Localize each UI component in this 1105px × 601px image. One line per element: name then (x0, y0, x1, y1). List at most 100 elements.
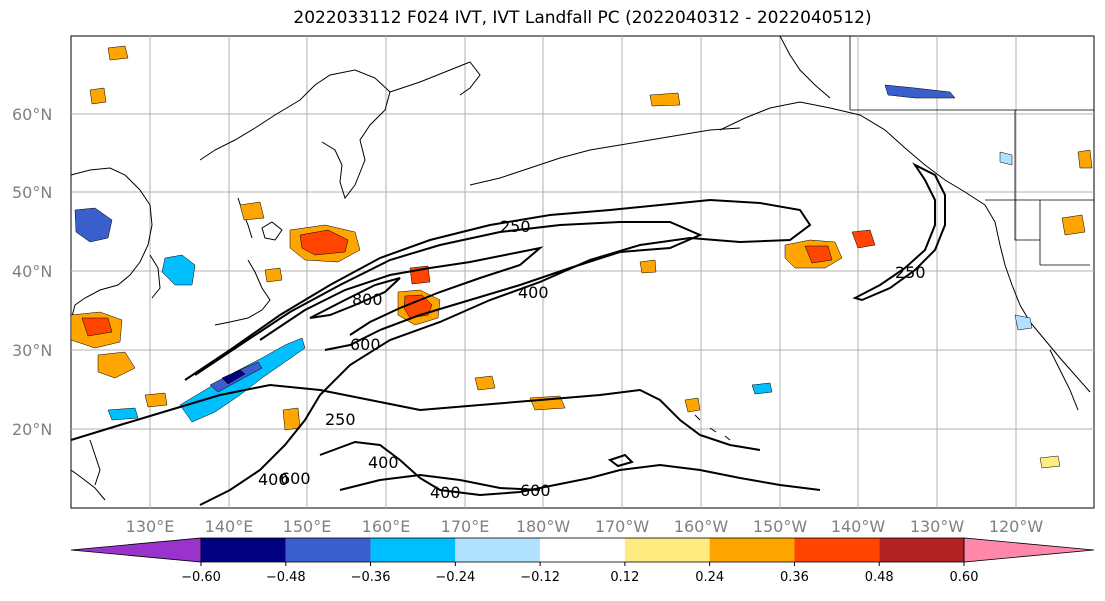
contour-label-600-b: 600 (280, 469, 311, 488)
colorbar-swatch (624, 538, 710, 562)
lon-label-170w: 170°W (595, 517, 650, 536)
pc-negative-coast-2 (999, 151, 1013, 166)
colorbar-swatch (370, 538, 456, 562)
contour-400-main (194, 221, 703, 376)
pc-positive-hawaii (684, 397, 701, 413)
coast-alaska-north (779, 35, 831, 99)
pc-positive-coast-1 (1061, 214, 1086, 236)
pc-positive-north-1 (649, 92, 681, 107)
lon-label-130e: 130°E (126, 517, 175, 536)
lon-label-130w: 130°W (910, 517, 965, 536)
colorbar-tick-label: 0.36 (780, 570, 809, 585)
lon-label-150e: 150°E (283, 517, 332, 536)
pc-positive-small-1 (107, 45, 129, 61)
pc-positive-coast-3 (1039, 455, 1061, 469)
colorbar-swatch (879, 538, 964, 562)
pc-negative-coast-1 (1014, 314, 1033, 331)
pc-negative-korea (161, 254, 196, 286)
contour-label-400-d: 400 (258, 470, 289, 489)
coast-russia-east (199, 69, 391, 200)
lon-label-150w: 150°W (753, 517, 808, 536)
contour-label-400-c: 400 (430, 483, 461, 502)
coast-philippines (70, 469, 106, 501)
pc-positive-east-pacific-2 (851, 229, 876, 249)
pc-negative-canada (884, 84, 956, 99)
contour-label-250-a: 250 (500, 217, 531, 236)
coast-korea (149, 254, 161, 299)
colorbar-extend-low (70, 537, 202, 563)
contour-600-south (339, 473, 541, 491)
colorbar-border (200, 537, 965, 563)
contour-label-250-c: 250 (895, 263, 926, 282)
pc-positive-north-2 (239, 201, 265, 221)
contour-label-400-b: 400 (368, 453, 399, 472)
pc-positive-south-3 (282, 407, 301, 431)
hawaii-islands (694, 414, 731, 441)
pc-positive-south-2 (474, 375, 496, 391)
contour-400-south (319, 440, 821, 497)
coast-japan-honshu (214, 259, 271, 326)
lon-label-160w: 160°W (674, 517, 729, 536)
lon-label-160e: 160°E (362, 517, 411, 536)
lon-label-170e: 170°E (441, 517, 490, 536)
coast-baja (1049, 349, 1079, 411)
contour-small-loop (607, 453, 634, 468)
lat-label-60n: 60°N (12, 105, 52, 124)
lon-label-120w: 120°W (989, 517, 1044, 536)
coast-na-west (984, 204, 1091, 393)
pc-positive-small-3 (264, 267, 283, 283)
colorbar: −0.60 −0.48 −0.36 −0.24 −0.12 0.12 0.24 0.36 0.4… (70, 537, 1095, 585)
contour-250-south (70, 383, 761, 451)
coastlines (70, 35, 1091, 501)
colorbar-tick-label: 0.12 (610, 570, 639, 585)
colorbar-swatch (709, 538, 795, 562)
colorbar-tick-label: −0.48 (266, 570, 306, 585)
contour-label-250-b: 250 (325, 410, 356, 429)
contour-250-main (184, 198, 812, 506)
lat-label-40n: 40°N (12, 262, 52, 281)
coast-chukotka (389, 61, 481, 96)
pc-positive-japan-east-core (299, 229, 349, 256)
colorbar-tick-label: −0.36 (351, 570, 391, 585)
contour-label-600-c: 600 (520, 481, 551, 500)
pc-positive-small-2 (89, 87, 107, 105)
coast-taiwan (89, 439, 101, 486)
pc-positive-west-1-core (81, 317, 113, 337)
colorbar-tick-label: 0.48 (865, 570, 894, 585)
lon-label-140w: 140°W (831, 517, 886, 536)
pc-negative-band-min (221, 369, 246, 385)
pc-positive-central-core (403, 294, 433, 319)
colorbar-swatch (540, 538, 625, 562)
lat-axis: 60°N 50°N 40°N 30°N 20°N (12, 105, 52, 439)
pc-positive-small-4 (639, 259, 657, 274)
lat-label-30n: 30°N (12, 341, 52, 360)
colorbar-swatch (455, 538, 541, 562)
map-frame (70, 35, 1095, 509)
contour-label-600-a: 600 (350, 335, 381, 354)
contour-600-main (259, 246, 544, 341)
contour-250-ak (852, 162, 946, 302)
colorbar-tick-label: −0.60 (181, 570, 221, 585)
lon-label-180w: 180°W (516, 517, 571, 536)
pc-positive-west-2 (97, 351, 136, 379)
coast-asia-mainland (70, 167, 153, 321)
colorbar-tick-label: 0.60 (950, 570, 979, 585)
colorbar-tick-label: −0.24 (435, 570, 475, 585)
border-canada-prov (850, 109, 1094, 200)
pc-positive-coast-2 (1077, 149, 1093, 169)
pc-positive-small-5 (144, 392, 168, 408)
colorbar-swatch (201, 538, 286, 562)
pc-negative-pacific-1 (751, 382, 773, 395)
ivt-pc-shading (70, 45, 1093, 469)
ivt-contours (70, 162, 946, 506)
border-states-2 (1014, 200, 1040, 241)
pc-positive-east-pacific-core (804, 245, 833, 264)
contour-800-main (309, 277, 401, 319)
gridlines (71, 36, 1094, 508)
lon-label-140e: 140°E (205, 517, 254, 536)
coast-alaska-south (719, 101, 986, 206)
lat-label-50n: 50°N (12, 183, 52, 202)
contour-label-800: 800 (352, 290, 383, 309)
contour-labels: 250 400 600 800 600 250 400 600 400 400 … (258, 217, 926, 502)
